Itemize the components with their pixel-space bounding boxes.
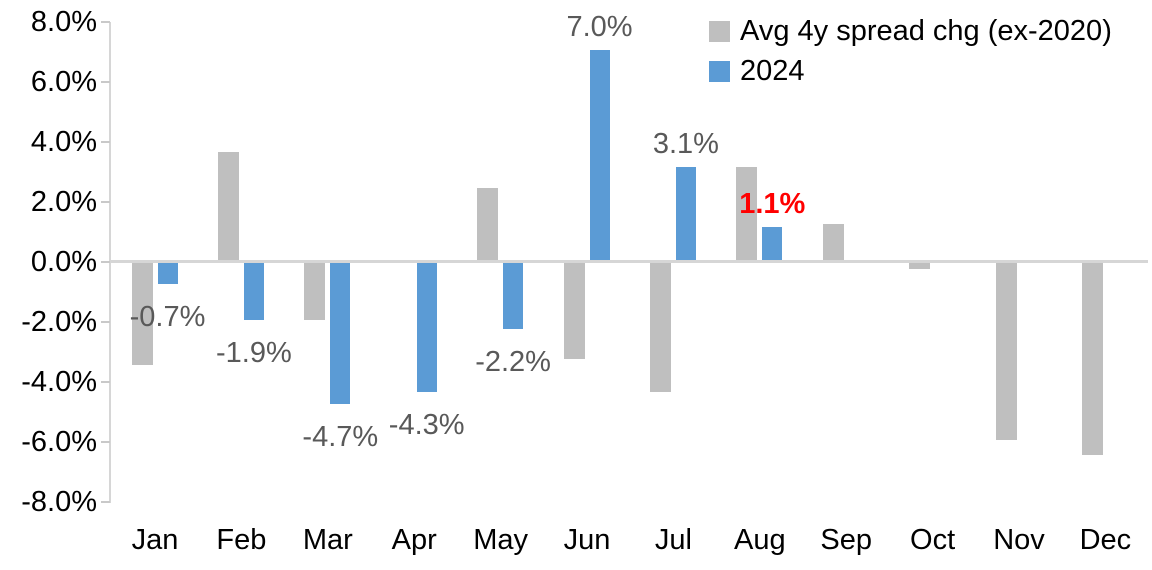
y-axis-tick (101, 321, 110, 323)
data-label-aug: 1.1% (739, 188, 806, 220)
bar-avg-aug (736, 167, 758, 260)
x-axis-label-jul: Jul (654, 524, 692, 556)
x-axis-label-nov: Nov (993, 524, 1045, 556)
bar-avg-feb (217, 152, 239, 260)
legend: Avg 4y spread chg (ex-2020) 2024 (709, 11, 1112, 91)
x-axis-label-feb: Feb (216, 524, 267, 556)
zero-gridline (110, 260, 1148, 263)
data-label-apr: -4.3% (388, 409, 465, 441)
legend-swatch-blue-icon (709, 60, 730, 82)
bar-2024-aug (762, 227, 783, 260)
y-axis-tick (101, 501, 110, 503)
bar-2024-jun (589, 50, 610, 260)
legend-swatch-gray-icon (709, 20, 730, 42)
x-axis-label-mar: Mar (302, 524, 353, 556)
x-axis-label-oct: Oct (910, 524, 956, 556)
y-axis-tick-label: -4.0% (21, 366, 97, 398)
data-label-feb: -1.9% (216, 337, 292, 369)
data-label-jul: 3.1% (652, 128, 719, 160)
y-axis-tick (101, 21, 110, 23)
x-axis-label-sep: Sep (820, 524, 872, 556)
y-axis-tick-label: 0.0% (30, 246, 97, 278)
x-axis-label-dec: Dec (1079, 524, 1132, 556)
bar-2024-feb (243, 263, 264, 320)
bar-2024-may (503, 263, 524, 329)
data-label-jan: -0.7% (129, 301, 206, 333)
bar-avg-jul (649, 263, 671, 392)
y-axis-tick-label: 2.0% (30, 186, 97, 218)
legend-item-2024: 2024 (709, 51, 1112, 91)
y-axis-tick (101, 201, 110, 203)
y-axis-tick-label: 6.0% (30, 66, 97, 98)
bar-avg-dec (1081, 263, 1103, 455)
x-axis-label-aug: Aug (733, 524, 786, 556)
legend-label-2024: 2024 (740, 54, 805, 87)
bar-avg-sep (822, 224, 844, 260)
bar-avg-mar (304, 263, 326, 320)
y-axis-tick (101, 441, 110, 443)
y-axis-tick-label: 8.0% (30, 6, 97, 38)
bar-avg-jun (563, 263, 585, 359)
bar-avg-nov (995, 263, 1017, 440)
y-axis-tick (101, 261, 110, 263)
legend-item-avg-spread: Avg 4y spread chg (ex-2020) (709, 11, 1112, 51)
bar-2024-jul (675, 167, 696, 260)
x-axis-label-jun: Jun (563, 524, 611, 556)
bar-avg-jan (131, 263, 153, 365)
y-axis-tick-label: 4.0% (30, 126, 97, 158)
data-label-jun: 7.0% (566, 11, 633, 43)
bar-2024-apr (416, 263, 437, 392)
data-label-mar: -4.7% (302, 421, 379, 453)
y-axis-tick (101, 81, 110, 83)
bar-avg-may (477, 188, 499, 260)
y-axis-tick-label: -8.0% (21, 486, 97, 518)
bar-2024-jan (157, 263, 178, 284)
y-axis-tick (101, 141, 110, 143)
x-axis-label-jan: Jan (131, 524, 179, 556)
bar-2024-mar (330, 263, 351, 404)
y-axis-tick-label: -6.0% (21, 426, 97, 458)
x-axis-label-may: May (473, 524, 528, 556)
data-label-may: -2.2% (475, 346, 551, 378)
y-axis-tick-label: -2.0% (21, 306, 97, 338)
y-axis-tick (101, 381, 110, 383)
bar-avg-oct (909, 263, 931, 269)
x-axis-label-apr: Apr (391, 524, 437, 556)
legend-label-avg-spread: Avg 4y spread chg (ex-2020) (740, 14, 1112, 47)
